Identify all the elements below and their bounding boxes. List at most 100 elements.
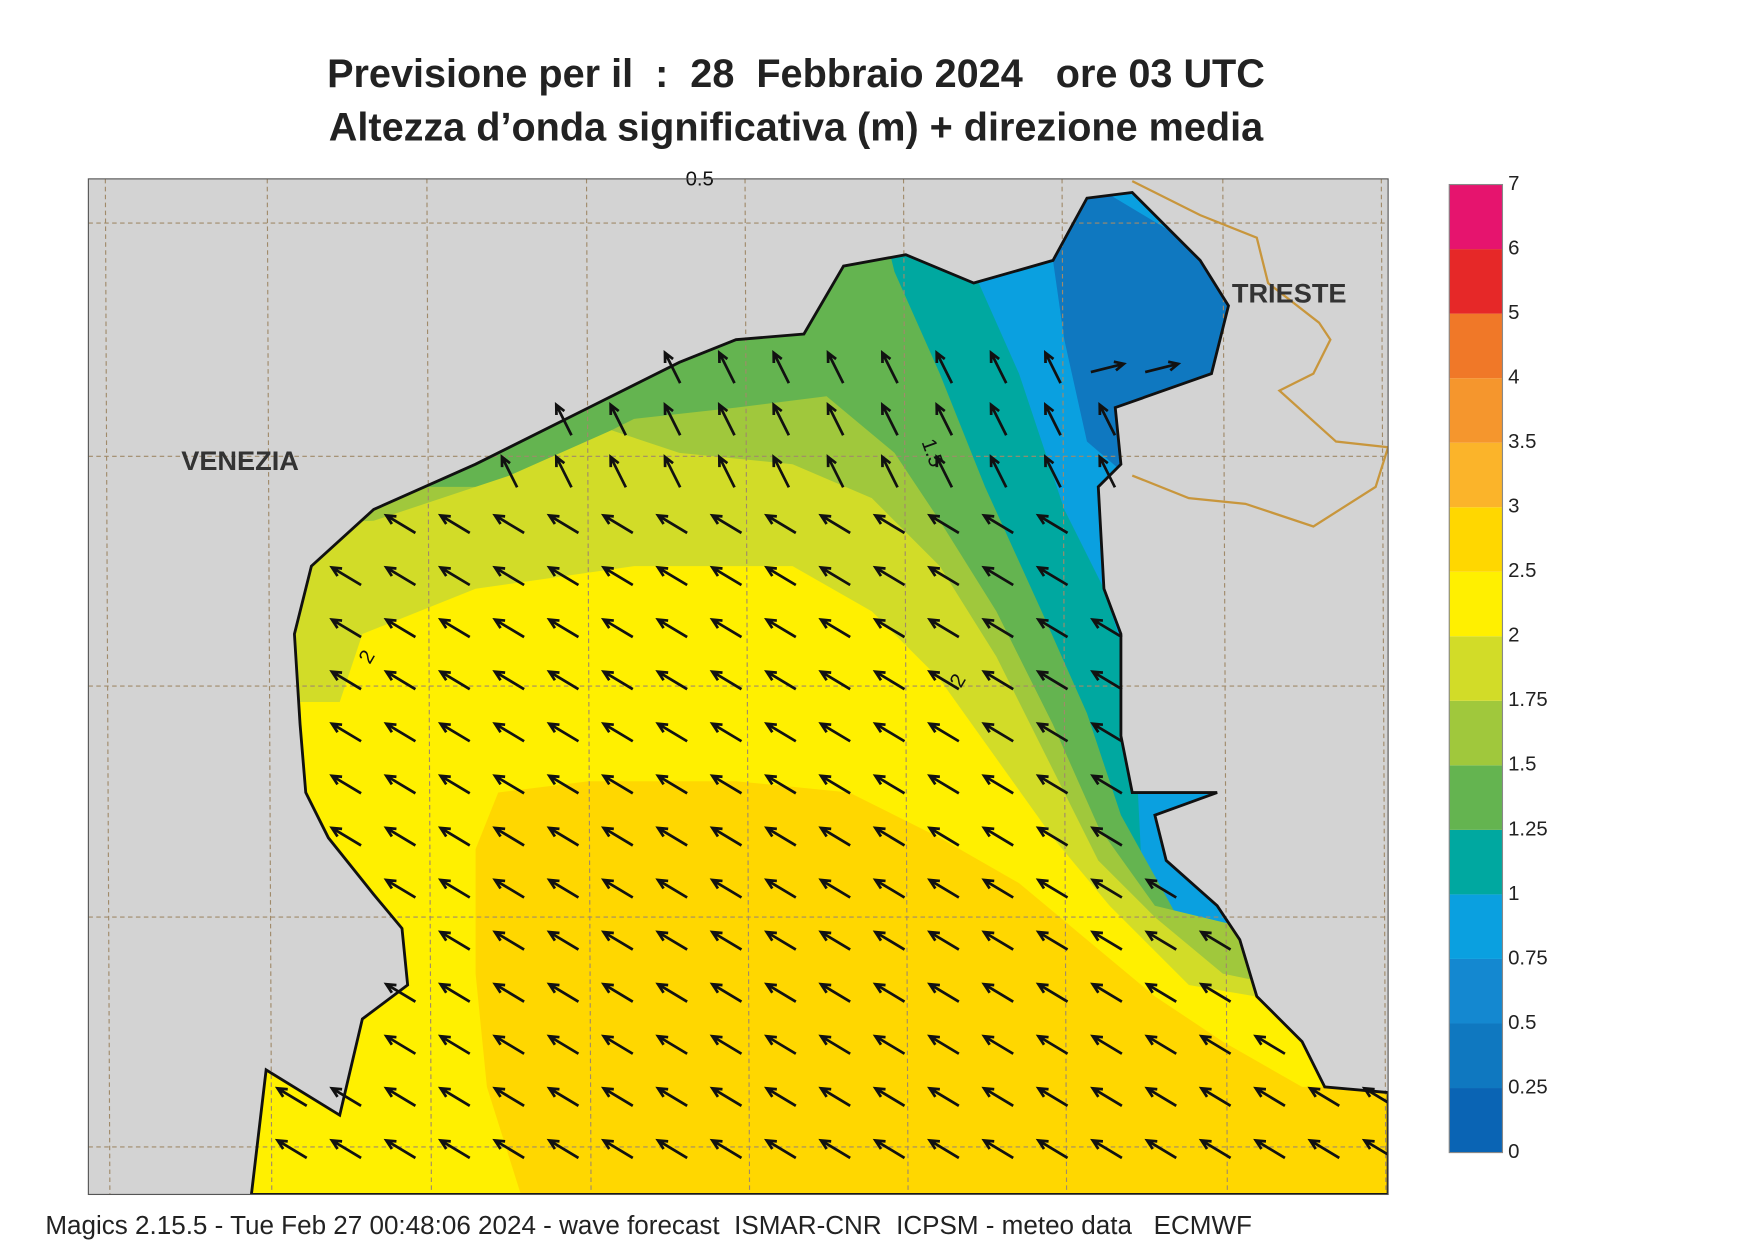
direction-arrow	[1090, 1034, 1123, 1055]
direction-arrow	[764, 513, 797, 535]
direction-arrow	[1035, 618, 1069, 639]
direction-arrow	[1144, 982, 1177, 1003]
direction-arrow	[818, 565, 851, 587]
direction-arrow	[872, 722, 906, 743]
direction-arrow	[1361, 1138, 1389, 1157]
direction-arrow	[1361, 1086, 1389, 1105]
direction-arrow	[935, 349, 954, 384]
colorbar-label: 5	[1508, 302, 1519, 324]
direction-arrow	[1198, 1138, 1232, 1160]
direction-arrow	[437, 618, 471, 639]
direction-arrow	[1090, 722, 1123, 743]
direction-arrow	[383, 565, 417, 587]
direction-arrow	[709, 513, 743, 535]
direction-arrow	[818, 1138, 851, 1160]
subtitle: Altezza d’onda significativa (m) + direz…	[329, 105, 1264, 149]
direction-arrow	[655, 1138, 688, 1160]
direction-arrow	[663, 349, 682, 384]
direction-arrow	[872, 618, 906, 639]
direction-arrow	[383, 1138, 417, 1160]
direction-arrow	[437, 1034, 471, 1055]
direction-arrow	[546, 1138, 580, 1160]
direction-arrow	[437, 565, 471, 587]
direction-arrow	[546, 878, 580, 899]
direction-arrow	[383, 982, 417, 1003]
direction-arrow	[764, 930, 797, 951]
direction-arrow	[989, 454, 1008, 488]
direction-arrow	[1035, 670, 1069, 691]
direction-arrow	[600, 565, 634, 587]
direction-arrow	[764, 565, 797, 587]
direction-arrow	[609, 454, 628, 488]
direction-arrow	[329, 722, 362, 743]
colorbar: 0 0.25 0.5 0.75 1 1.25 1.5 1.75 2 2.5 3 3.5 4 5 6 7	[1448, 173, 1548, 1163]
direction-arrow	[1098, 402, 1117, 436]
direction-arrow	[1035, 1138, 1069, 1160]
direction-arrow	[663, 454, 682, 488]
direction-arrow	[764, 722, 797, 743]
direction-arrow	[546, 513, 580, 535]
direction-arrow	[1144, 930, 1177, 951]
direction-arrow	[492, 982, 525, 1003]
colorbar-swatch	[1449, 829, 1503, 895]
colorbar-swatch	[1449, 894, 1503, 959]
direction-arrow	[880, 454, 899, 488]
direction-arrow	[927, 565, 960, 587]
direction-arrow	[655, 670, 688, 691]
colorbar-label: 3.5	[1508, 431, 1536, 453]
colorbar-label: 0.25	[1508, 1076, 1548, 1098]
direction-arrow	[872, 670, 906, 691]
direction-arrow	[663, 402, 682, 436]
direction-arrow	[492, 930, 525, 951]
wave-directions	[274, 349, 1389, 1160]
direction-arrow	[1253, 1086, 1286, 1107]
direction-arrow	[764, 774, 797, 795]
colorbar-label: 1.5	[1508, 754, 1536, 776]
direction-arrow	[546, 982, 580, 1003]
direction-arrow	[1035, 878, 1069, 899]
direction-arrow	[818, 513, 851, 535]
direction-arrow	[1090, 878, 1123, 899]
direction-arrow	[927, 878, 960, 899]
colorbar-label: 2	[1508, 625, 1519, 647]
direction-arrow	[383, 1034, 417, 1055]
colorbar-label: 3	[1508, 496, 1519, 518]
footer: Magics 2.15.5 - Tue Feb 27 00:48:06 2024…	[45, 1210, 1252, 1240]
direction-arrow	[329, 565, 362, 587]
direction-arrow	[1035, 722, 1069, 743]
direction-arrow	[764, 618, 797, 639]
colorbar-swatch	[1449, 313, 1503, 379]
direction-arrow	[1198, 930, 1232, 951]
direction-arrow	[1090, 670, 1123, 691]
direction-arrow	[818, 774, 851, 795]
direction-arrow	[818, 1086, 851, 1107]
colorbar-swatch	[1449, 765, 1503, 830]
direction-arrow	[600, 670, 634, 691]
direction-arrow	[437, 1138, 471, 1160]
direction-arrow	[383, 1086, 417, 1107]
direction-arrow	[981, 513, 1014, 535]
direction-arrow	[1144, 1034, 1177, 1055]
direction-arrow	[492, 513, 525, 535]
direction-arrow	[546, 722, 580, 743]
direction-arrow	[600, 982, 634, 1003]
direction-arrow	[989, 402, 1008, 436]
direction-arrow	[1198, 982, 1232, 1003]
direction-arrow	[546, 774, 580, 795]
direction-arrow	[600, 930, 634, 951]
direction-arrow	[872, 878, 906, 899]
direction-arrow	[1098, 454, 1117, 488]
direction-arrow	[1090, 360, 1127, 374]
direction-arrow	[546, 618, 580, 639]
direction-arrow	[872, 513, 906, 535]
direction-arrow	[1144, 360, 1182, 374]
direction-arrow	[1253, 1138, 1286, 1160]
direction-arrow	[492, 826, 525, 847]
direction-arrow	[764, 878, 797, 899]
direction-arrow	[709, 1034, 743, 1055]
direction-arrow	[1043, 349, 1062, 384]
place-label: TRIESTE	[1232, 277, 1347, 308]
colorbar-label: 6	[1508, 237, 1519, 259]
direction-arrow	[872, 982, 906, 1003]
colorbar-label: 4	[1508, 367, 1519, 389]
